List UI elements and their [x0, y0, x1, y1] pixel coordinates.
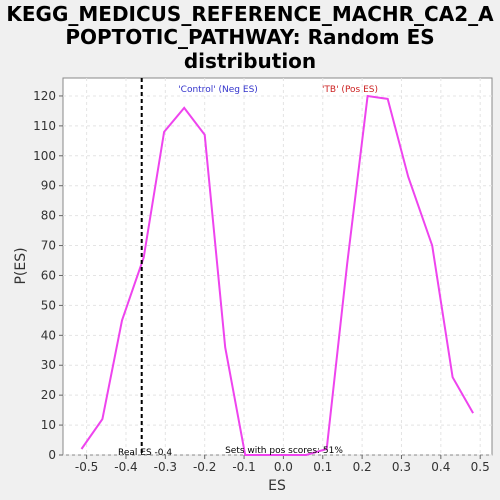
y-tick-label: 50	[41, 298, 56, 312]
real-es-annotation: Real ES -0.4	[118, 448, 172, 458]
series-group	[80, 94, 474, 456]
x-tick-label: -0.5	[75, 460, 98, 474]
y-tick-label: 0	[48, 448, 56, 462]
y-tick-label: 60	[41, 268, 56, 282]
es-distribution-line	[80, 94, 474, 456]
y-tick-label: 30	[41, 358, 56, 372]
y-tick-label: 80	[41, 209, 56, 223]
tb-annotation: 'TB' (Pos ES)	[322, 85, 378, 95]
y-tick-label: 100	[33, 149, 56, 163]
y-tick-label: 120	[33, 89, 56, 103]
x-tick-label: -0.1	[232, 460, 255, 474]
x-axis-ticks: -0.5 -0.4 -0.3 -0.2 -0.1 0.0 0.1 0.2 0.3 0.4 0.5	[75, 455, 490, 474]
y-tick-label: 90	[41, 179, 56, 193]
y-tick-label: 20	[41, 388, 56, 402]
plot-area	[62, 77, 493, 456]
y-tick-label: 10	[41, 418, 56, 432]
chart-title-line-3: distribution	[184, 49, 316, 73]
chart-title-line-1: KEGG_MEDICUS_REFERENCE_MACHR_CA2_A	[6, 2, 494, 26]
y-axis-label: P(ES)	[13, 247, 29, 284]
x-tick-label: 0.3	[392, 460, 411, 474]
grid-lines	[63, 78, 492, 456]
x-tick-label: -0.3	[154, 460, 177, 474]
pos-scores-annotation: Sets with pos scores: 51%	[225, 446, 343, 456]
x-axis-label: ES	[268, 478, 286, 494]
x-tick-label: -0.2	[193, 460, 216, 474]
y-tick-label: 70	[41, 239, 56, 253]
x-tick-label: 0.0	[274, 460, 293, 474]
chart-title-line-2: POPTOTIC_PATHWAY: Random ES	[65, 25, 434, 49]
x-tick-label: 0.2	[353, 460, 372, 474]
x-tick-label: 0.4	[431, 460, 450, 474]
x-tick-label: 0.1	[313, 460, 332, 474]
y-tick-label: 40	[41, 328, 56, 342]
y-axis-ticks: 0 10 20 30 40 50 60 70 80 90 100 110 120	[33, 89, 63, 462]
chart-title: KEGG_MEDICUS_REFERENCE_MACHR_CA2_A POPTO…	[6, 2, 494, 73]
control-annotation: 'Control' (Neg ES)	[178, 85, 258, 95]
y-tick-label: 110	[33, 119, 56, 133]
x-tick-label: 0.5	[471, 460, 490, 474]
x-tick-label: -0.4	[114, 460, 137, 474]
